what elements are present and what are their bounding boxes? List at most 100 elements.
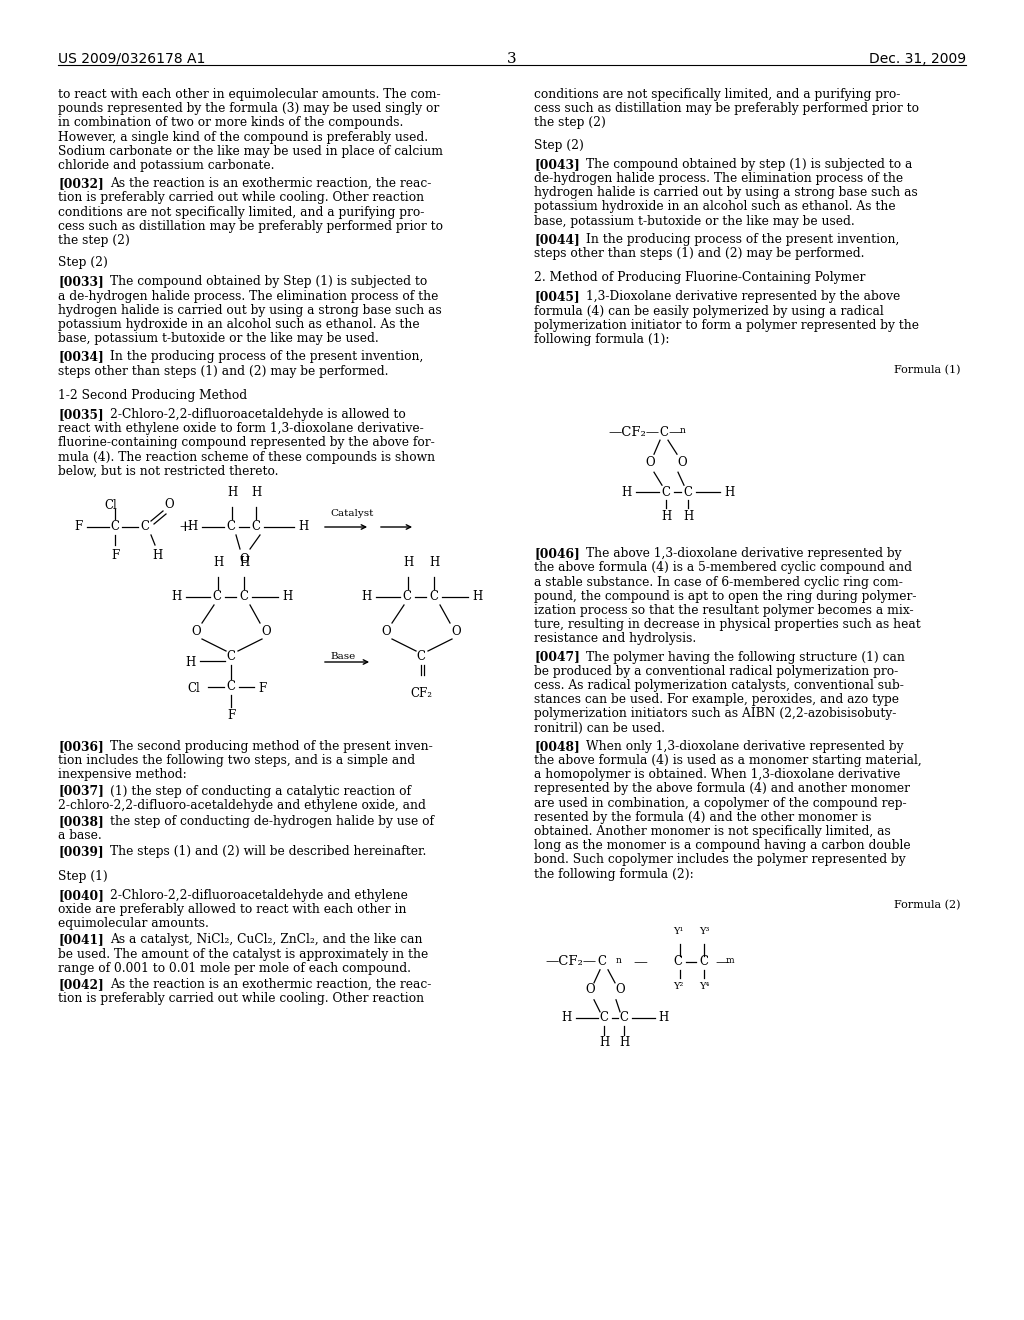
- Text: be used. The amount of the catalyst is approximately in the: be used. The amount of the catalyst is a…: [58, 948, 428, 961]
- Text: C: C: [674, 956, 683, 969]
- Text: C: C: [111, 520, 120, 533]
- Text: in combination of two or more kinds of the compounds.: in combination of two or more kinds of t…: [58, 116, 403, 129]
- Text: H: H: [402, 556, 413, 569]
- Text: O: O: [381, 626, 391, 639]
- Text: —: —: [715, 954, 729, 969]
- Text: [0043]: [0043]: [534, 158, 580, 170]
- Text: cess such as distillation may be preferably performed prior to: cess such as distillation may be prefera…: [58, 220, 443, 232]
- Text: the above formula (4) is used as a monomer starting material,: the above formula (4) is used as a monom…: [534, 754, 922, 767]
- Text: a homopolymer is obtained. When 1,3-dioxolane derivative: a homopolymer is obtained. When 1,3-diox…: [534, 768, 900, 781]
- Text: steps other than steps (1) and (2) may be performed.: steps other than steps (1) and (2) may b…: [534, 247, 864, 260]
- Text: H: H: [172, 590, 182, 603]
- Text: —CF₂—: —CF₂—: [545, 956, 596, 969]
- Text: 2. Method of Producing Fluorine-Containing Polymer: 2. Method of Producing Fluorine-Containi…: [534, 271, 865, 284]
- Text: C: C: [140, 520, 150, 533]
- Text: resistance and hydrolysis.: resistance and hydrolysis.: [534, 632, 696, 645]
- Text: H: H: [724, 486, 734, 499]
- Text: [0036]: [0036]: [58, 741, 103, 752]
- Text: F: F: [258, 682, 266, 696]
- Text: C: C: [252, 520, 260, 533]
- Text: are used in combination, a copolymer of the compound rep-: are used in combination, a copolymer of …: [534, 796, 906, 809]
- Text: bond. Such copolymer includes the polymer represented by: bond. Such copolymer includes the polyme…: [534, 854, 905, 866]
- Text: H: H: [658, 1011, 669, 1024]
- Text: 3: 3: [507, 51, 517, 66]
- Text: The above 1,3-dioxolane derivative represented by: The above 1,3-dioxolane derivative repre…: [586, 548, 901, 560]
- Text: Step (2): Step (2): [534, 139, 584, 152]
- Text: de-hydrogen halide process. The elimination process of the: de-hydrogen halide process. The eliminat…: [534, 172, 903, 185]
- Text: be produced by a conventional radical polymerization pro-: be produced by a conventional radical po…: [534, 665, 898, 677]
- Text: As the reaction is an exothermic reaction, the reac-: As the reaction is an exothermic reactio…: [110, 177, 431, 190]
- Text: 2-Chloro-2,2-difluoroacetaldehyde is allowed to: 2-Chloro-2,2-difluoroacetaldehyde is all…: [110, 408, 406, 421]
- Text: Catalyst: Catalyst: [330, 510, 374, 517]
- Text: The polymer having the following structure (1) can: The polymer having the following structu…: [586, 651, 905, 664]
- Text: Y³: Y³: [698, 927, 710, 936]
- Text: ture, resulting in decrease in physical properties such as heat: ture, resulting in decrease in physical …: [534, 618, 921, 631]
- Text: As a catalyst, NiCl₂, CuCl₂, ZnCl₂, and the like can: As a catalyst, NiCl₂, CuCl₂, ZnCl₂, and …: [110, 933, 423, 946]
- Text: O: O: [645, 455, 654, 469]
- Text: n: n: [680, 426, 686, 436]
- Text: Y⁴: Y⁴: [698, 982, 710, 991]
- Text: C: C: [699, 956, 709, 969]
- Text: However, a single kind of the compound is preferably used.: However, a single kind of the compound i…: [58, 131, 428, 144]
- Text: O: O: [261, 626, 270, 639]
- Text: C: C: [240, 590, 249, 603]
- Text: O: O: [452, 626, 461, 639]
- Text: conditions are not specifically limited, and a purifying pro-: conditions are not specifically limited,…: [58, 206, 424, 219]
- Text: The compound obtained by step (1) is subjected to a: The compound obtained by step (1) is sub…: [586, 158, 912, 170]
- Text: H: H: [251, 486, 261, 499]
- Text: H: H: [213, 556, 223, 569]
- Text: obtained. Another monomer is not specifically limited, as: obtained. Another monomer is not specifi…: [534, 825, 891, 838]
- Text: [0039]: [0039]: [58, 845, 103, 858]
- Text: Formula (2): Formula (2): [894, 900, 961, 909]
- Text: C: C: [417, 651, 426, 664]
- Text: H: H: [227, 486, 238, 499]
- Text: [0037]: [0037]: [58, 784, 103, 797]
- Text: to react with each other in equimolecular amounts. The com-: to react with each other in equimolecula…: [58, 88, 440, 102]
- Text: pound, the compound is apt to open the ring during polymer-: pound, the compound is apt to open the r…: [534, 590, 916, 603]
- Text: chloride and potassium carbonate.: chloride and potassium carbonate.: [58, 158, 274, 172]
- Text: H: H: [429, 556, 439, 569]
- Text: potassium hydroxide in an alcohol such as ethanol. As the: potassium hydroxide in an alcohol such a…: [58, 318, 420, 331]
- Text: The second producing method of the present inven-: The second producing method of the prese…: [110, 741, 433, 752]
- Text: below, but is not restricted thereto.: below, but is not restricted thereto.: [58, 465, 279, 478]
- Text: [0038]: [0038]: [58, 814, 103, 828]
- Text: C: C: [429, 590, 438, 603]
- Text: 1,3-Dioxolane derivative represented by the above: 1,3-Dioxolane derivative represented by …: [586, 290, 900, 304]
- Text: range of 0.001 to 0.01 mole per mole of each compound.: range of 0.001 to 0.01 mole per mole of …: [58, 962, 411, 974]
- Text: [0044]: [0044]: [534, 232, 580, 246]
- Text: 1-2 Second Producing Method: 1-2 Second Producing Method: [58, 389, 247, 401]
- Text: C: C: [620, 1011, 629, 1024]
- Text: F: F: [111, 549, 119, 562]
- Text: Y¹: Y¹: [673, 927, 683, 936]
- Text: —CF₂—: —CF₂—: [608, 425, 659, 438]
- Text: the step (2): the step (2): [534, 116, 606, 129]
- Text: mula (4). The reaction scheme of these compounds is shown: mula (4). The reaction scheme of these c…: [58, 450, 435, 463]
- Text: steps other than steps (1) and (2) may be performed.: steps other than steps (1) and (2) may b…: [58, 364, 388, 378]
- Text: the following formula (2):: the following formula (2):: [534, 867, 693, 880]
- Text: tion is preferably carried out while cooling. Other reaction: tion is preferably carried out while coo…: [58, 993, 424, 1006]
- Text: F: F: [75, 520, 83, 533]
- Text: H: H: [282, 590, 292, 603]
- Text: conditions are not specifically limited, and a purifying pro-: conditions are not specifically limited,…: [534, 88, 900, 102]
- Text: [0042]: [0042]: [58, 978, 103, 991]
- Text: hydrogen halide is carried out by using a strong base such as: hydrogen halide is carried out by using …: [534, 186, 918, 199]
- Text: Y²: Y²: [673, 982, 683, 991]
- Text: oxide are preferably allowed to react with each other in: oxide are preferably allowed to react wi…: [58, 903, 407, 916]
- Text: ization process so that the resultant polymer becomes a mix-: ization process so that the resultant po…: [534, 605, 913, 616]
- Text: C: C: [683, 486, 692, 499]
- Text: cess such as distillation may be preferably performed prior to: cess such as distillation may be prefera…: [534, 102, 919, 115]
- Text: a de-hydrogen halide process. The elimination process of the: a de-hydrogen halide process. The elimin…: [58, 289, 438, 302]
- Text: inexpensive method:: inexpensive method:: [58, 768, 186, 781]
- Text: the step of conducting de-hydrogen halide by use of: the step of conducting de-hydrogen halid…: [110, 814, 434, 828]
- Text: m: m: [726, 956, 734, 965]
- Text: US 2009/0326178 A1: US 2009/0326178 A1: [58, 51, 206, 66]
- Text: C: C: [226, 681, 236, 693]
- Text: polymerization initiator to form a polymer represented by the: polymerization initiator to form a polym…: [534, 319, 919, 331]
- Text: [0045]: [0045]: [534, 290, 580, 304]
- Text: [0034]: [0034]: [58, 350, 103, 363]
- Text: [0033]: [0033]: [58, 276, 103, 288]
- Text: long as the monomer is a compound having a carbon double: long as the monomer is a compound having…: [534, 840, 910, 853]
- Text: C: C: [226, 651, 236, 664]
- Text: ronitril) can be used.: ronitril) can be used.: [534, 722, 665, 735]
- Text: tion is preferably carried out while cooling. Other reaction: tion is preferably carried out while coo…: [58, 191, 424, 205]
